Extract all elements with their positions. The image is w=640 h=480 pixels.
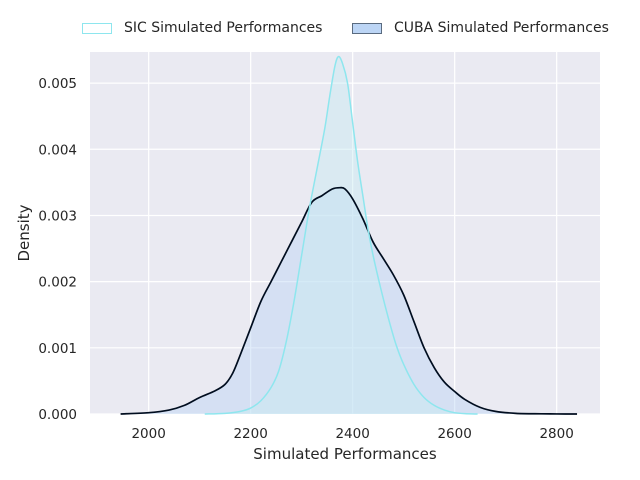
y-tick-labels: 0.000 0.001 0.002 0.003 0.004 0.005 (38, 76, 77, 423)
x-tick-label-4: 2800 (539, 426, 573, 442)
legend-swatch-sic (82, 22, 112, 34)
density-fills (120, 56, 578, 414)
y-tick-label-4: 0.004 (38, 142, 77, 158)
y-axis-label: Density (15, 204, 33, 261)
legend: SIC Simulated Performances CUBA Simulate… (0, 18, 640, 42)
x-axis-label: Simulated Performances (253, 445, 437, 463)
legend-item-cuba[interactable]: CUBA Simulated Performances (352, 20, 609, 36)
x-tick-label-2: 2400 (335, 426, 369, 442)
plot-background (90, 52, 600, 414)
density-fill-series-1 (120, 187, 578, 414)
legend-swatch-cuba (352, 22, 382, 34)
y-tick-label-5: 0.005 (38, 76, 77, 92)
legend-label-sic: SIC Simulated Performances (124, 20, 323, 36)
legend-label-cuba: CUBA Simulated Performances (394, 20, 609, 36)
grid-lines (90, 52, 600, 415)
y-tick-label-3: 0.003 (38, 208, 77, 224)
y-tick-label-1: 0.001 (38, 341, 77, 357)
y-tick-label-2: 0.002 (38, 275, 77, 291)
x-tick-label-3: 2600 (437, 426, 471, 442)
x-tick-label-1: 2200 (233, 426, 267, 442)
x-tick-labels: 2000 2200 2400 2600 2800 (131, 426, 573, 442)
y-tick-label-0: 0.000 (38, 407, 77, 423)
density-line-series-1 (120, 186, 578, 415)
density-lines (120, 55, 578, 415)
density-line-series-0 (204, 55, 478, 415)
x-tick-label-0: 2000 (131, 426, 165, 442)
legend-item-sic[interactable]: SIC Simulated Performances (82, 20, 322, 36)
density-fill-series-0 (204, 56, 478, 414)
